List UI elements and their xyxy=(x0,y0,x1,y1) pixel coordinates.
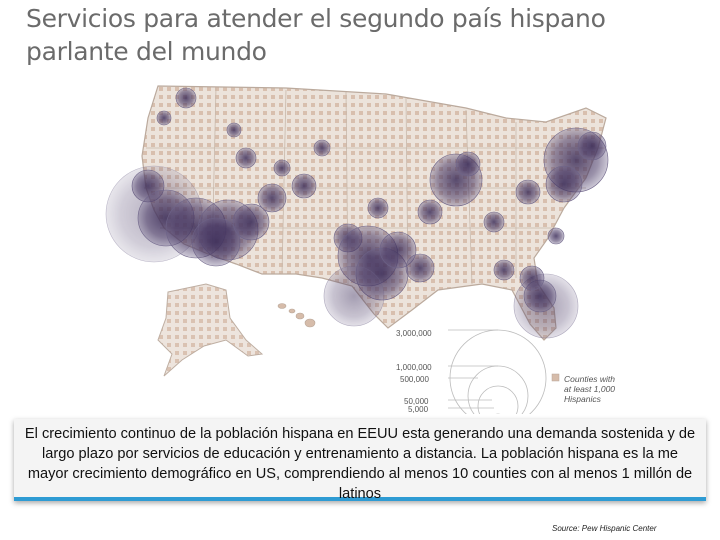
legend-county-swatch xyxy=(551,373,560,382)
slide-title: Servicios para atender el segundo país h… xyxy=(26,4,606,66)
legend-swatch-line2: at least 1,000 xyxy=(564,384,615,394)
legend-size-50k: 50,000 xyxy=(404,397,429,406)
legend-swatch-line1: Counties with xyxy=(564,374,615,384)
caption-text: El crecimiento continuo de la población … xyxy=(24,426,696,502)
population-bubbles xyxy=(105,87,609,339)
legend-size-5k: 5,000 xyxy=(408,405,429,414)
legend-size-1m: 1,000,000 xyxy=(396,363,432,372)
legend-swatch-line3: Hispanics xyxy=(564,394,602,404)
source-note: Source: Pew Hispanic Center xyxy=(552,524,657,533)
caption-box xyxy=(14,419,706,501)
legend-size-3m: 3,000,000 xyxy=(396,329,432,338)
hispanic-population-map: 3,000,000 1,000,000 500,000 50,000 5,000… xyxy=(105,85,615,414)
hawaii-shape xyxy=(277,303,316,328)
alaska-shape xyxy=(157,283,264,377)
legend-size-500k: 500,000 xyxy=(400,375,429,384)
size-legend xyxy=(449,329,547,414)
